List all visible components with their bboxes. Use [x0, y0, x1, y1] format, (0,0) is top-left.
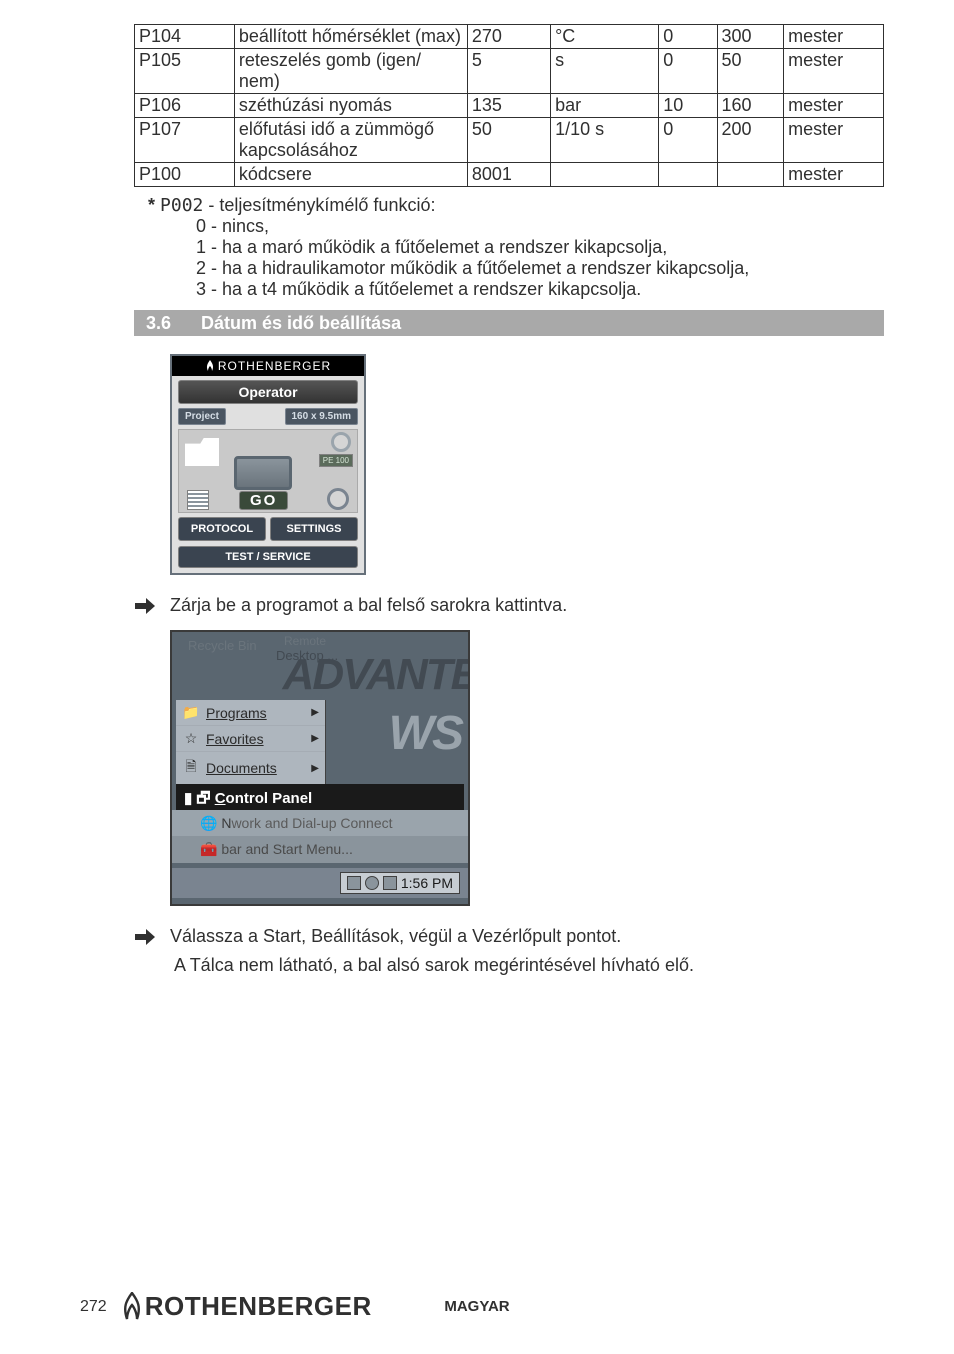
app-project-label: Project [178, 408, 226, 425]
table-cell: 5 [467, 49, 550, 94]
table-cell: beállított hőmérséklet (max) [234, 25, 467, 49]
page-number: 272 [80, 1298, 107, 1316]
bg-watermark: WS [389, 706, 462, 761]
desktop-label: Desktop ... [276, 648, 338, 663]
machine-icon [234, 456, 292, 490]
flame-icon [121, 1292, 143, 1322]
table-cell: mester [784, 25, 884, 49]
section-title: Dátum és idő beállítása [201, 313, 401, 334]
language-label: MAGYAR [444, 1298, 509, 1315]
table-cell: P104 [135, 25, 235, 49]
menu-favorites: ☆ Favorites ▶ [176, 726, 325, 752]
table-cell: 300 [717, 25, 784, 49]
note-line: 3 - ha a t4 működik a fűtőelemet a rends… [134, 279, 884, 300]
table-cell: széthúzási nyomás [234, 94, 467, 118]
table-cell: előfutási idő a zümmögő kapcsolásához [234, 118, 467, 163]
table-cell: 10 [659, 94, 717, 118]
table-cell: P107 [135, 118, 235, 163]
clock: 1:56 PM [401, 875, 453, 891]
step-1: Zárja be a programot a bal felső sarokra… [134, 595, 884, 616]
tray-icon [347, 876, 361, 890]
circle-icon [331, 432, 351, 452]
table-row: P105reteszelés gomb (igen/ nem)5s050mest… [135, 49, 884, 94]
menu-network: 🌐 Nwork and Dial-up Connect [172, 810, 468, 837]
test-service-button: TEST / SERVICE [178, 546, 358, 568]
table-cell: 1/10 s [551, 118, 659, 163]
table-cell: mester [784, 94, 884, 118]
table-row: P107előfutási idő a zümmögő kapcsolásáho… [135, 118, 884, 163]
protocol-button: PROTOCOL [178, 517, 266, 541]
table-cell: bar [551, 94, 659, 118]
table-cell: reteszelés gomb (igen/ nem) [234, 49, 467, 94]
table-cell: P100 [135, 163, 235, 187]
step-1-text: Zárja be a programot a bal felső sarokra… [170, 595, 567, 616]
go-button: GO [239, 491, 288, 510]
table-cell: 0 [659, 25, 717, 49]
app-project-row: Project 160 x 9.5mm [178, 408, 358, 425]
note-star: * [148, 195, 160, 215]
system-tray: 1:56 PM [340, 872, 460, 894]
table-cell: 270 [467, 25, 550, 49]
table-cell: 135 [467, 94, 550, 118]
table-cell: P105 [135, 49, 235, 94]
settings-button: SETTINGS [270, 517, 358, 541]
app-header: ROTHENBERGER [172, 356, 364, 376]
folder-icon [185, 438, 219, 466]
note-line: 1 - ha a maró működik a fűtőelemet a ren… [134, 237, 884, 258]
menu-documents: 🗎 Documents ▶ [176, 752, 325, 785]
app-screenshot: ROTHENBERGER Operator Project 160 x 9.5m… [170, 354, 366, 575]
app-middle: PE 100 GO [178, 429, 358, 513]
section-number: 3.6 [146, 313, 171, 334]
rothenberger-logo: ROTHENBERGER [121, 1291, 372, 1322]
table-cell: mester [784, 163, 884, 187]
table-row: P106széthúzási nyomás135bar10160mester [135, 94, 884, 118]
table-cell: °C [551, 25, 659, 49]
table-cell: 8001 [467, 163, 550, 187]
table-cell: 200 [717, 118, 784, 163]
table-cell [551, 163, 659, 187]
page-footer: 272 ROTHENBERGER MAGYAR [0, 1291, 954, 1322]
table-cell: 0 [659, 118, 717, 163]
menu-programs: 📁 Programs ▶ [176, 700, 325, 726]
windows-screenshot: ADVANTE WS Recycle Bin Remote Desktop ..… [170, 630, 470, 906]
table-cell: 0 [659, 49, 717, 94]
taskbar: 1:56 PM [172, 868, 468, 898]
note-line: 0 - nincs, [134, 216, 884, 237]
table-cell [717, 163, 784, 187]
note-lead-rest: - teljesítménykímélő funkció: [203, 195, 435, 215]
table-cell: s [551, 49, 659, 94]
list-icon [187, 490, 209, 510]
table-cell [659, 163, 717, 187]
table-cell: 50 [467, 118, 550, 163]
section-bar: 3.6 Dátum és idő beállítása [134, 310, 884, 336]
table-cell: mester [784, 118, 884, 163]
table-row: P104beállított hőmérséklet (max)270°C030… [135, 25, 884, 49]
note-code: P002 [160, 195, 203, 216]
step-2-sub: A Tálca nem látható, a bal alsó sarok me… [174, 955, 884, 976]
table-cell: 160 [717, 94, 784, 118]
step-2-text: Válassza a Start, Beállítások, végül a V… [170, 926, 621, 947]
note-line: 2 - ha a hidraulikamotor működik a fűtőe… [134, 258, 884, 279]
arrow-icon [134, 928, 156, 946]
parameter-table: P104beállított hőmérséklet (max)270°C030… [134, 24, 884, 187]
table-row: P100kódcsere8001 mester [135, 163, 884, 187]
logo-text: ROTHENBERGER [145, 1291, 372, 1322]
app-size-label: 160 x 9.5mm [285, 408, 359, 425]
table-cell: 50 [717, 49, 784, 94]
table-cell: mester [784, 49, 884, 94]
recycle-bin-label: Recycle Bin [188, 638, 257, 653]
note-block: * P002 - teljesítménykímélő funkció: 0 -… [134, 195, 884, 300]
table-cell: P106 [135, 94, 235, 118]
start-menu: 📁 Programs ▶ ☆ Favorites ▶ 🗎 Documents ▶ [176, 700, 326, 786]
remote-label: Remote [284, 634, 326, 648]
pe100-label: PE 100 [319, 454, 353, 467]
tray-icon [383, 876, 397, 890]
tray-icon [365, 876, 379, 890]
menu-taskbar: 🧰 bar and Start Menu... [172, 836, 468, 863]
circle-icon [327, 488, 349, 510]
app-operator: Operator [178, 380, 358, 404]
table-cell: kódcsere [234, 163, 467, 187]
arrow-icon [134, 597, 156, 615]
step-2: Válassza a Start, Beállítások, végül a V… [134, 926, 884, 947]
